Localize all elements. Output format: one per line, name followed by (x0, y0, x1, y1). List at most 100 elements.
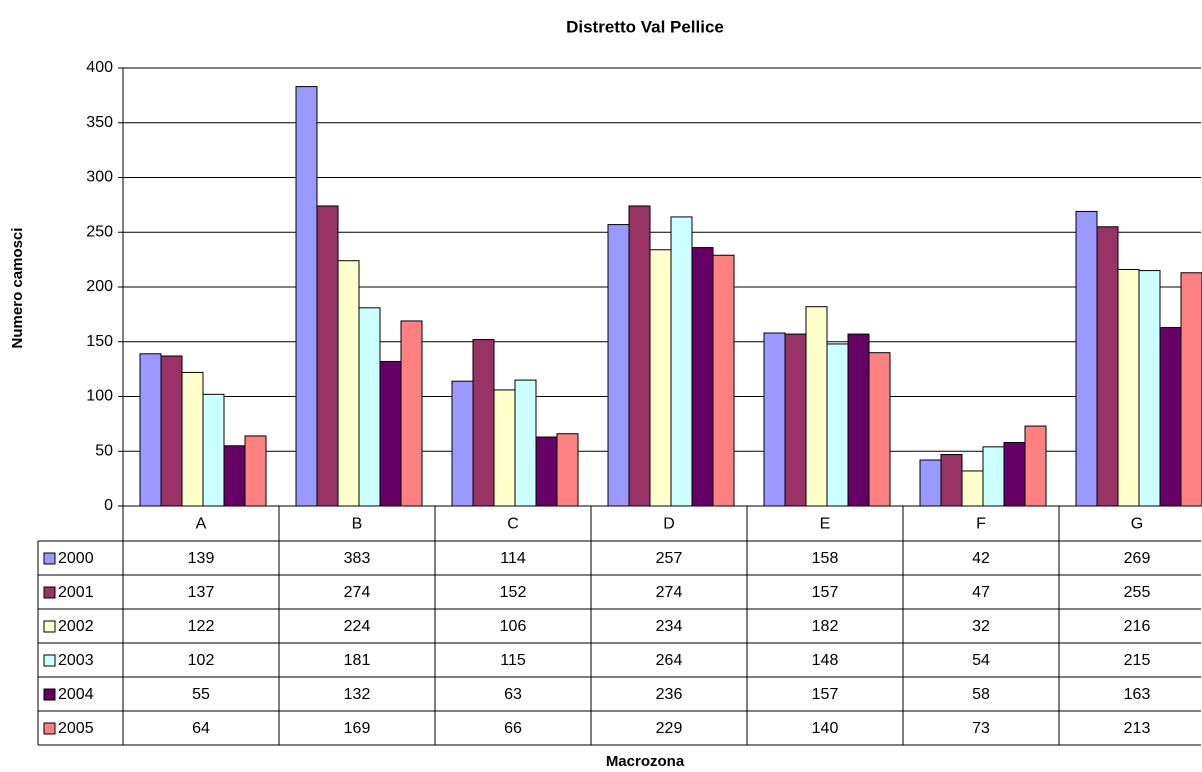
bar (607, 224, 630, 507)
table-value: 42 (972, 550, 990, 567)
y-tick-label: 0 (104, 497, 113, 514)
bar (316, 205, 339, 507)
bar (1075, 210, 1098, 507)
bar (784, 333, 807, 507)
table-value: 383 (344, 550, 371, 567)
table-value: 152 (500, 584, 527, 601)
table-value: 215 (1124, 652, 1151, 669)
legend-label: 2000 (58, 550, 94, 567)
table-value: 73 (972, 720, 990, 737)
x-tick-label: A (196, 516, 207, 533)
bar (223, 445, 246, 507)
legend-label: 2003 (58, 652, 94, 669)
legend-label: 2004 (58, 686, 94, 703)
bar (1117, 268, 1140, 507)
table-value: 54 (972, 652, 990, 669)
bar (982, 446, 1005, 507)
y-tick-label: 150 (86, 333, 113, 350)
table-value: 264 (656, 652, 683, 669)
table-value: 274 (344, 584, 371, 601)
table-value: 229 (656, 720, 683, 737)
bar (1138, 270, 1161, 507)
bar (1180, 272, 1202, 507)
table-value: 269 (1124, 550, 1151, 567)
table-value: 114 (500, 550, 526, 567)
table-value: 148 (812, 652, 839, 669)
table-value: 64 (192, 720, 210, 737)
table-value: 274 (656, 584, 683, 601)
table-value: 213 (1124, 720, 1151, 737)
y-tick-label: 50 (95, 442, 113, 459)
bar (868, 352, 891, 507)
x-axis-label: Macrozona (606, 753, 685, 770)
bar (379, 360, 402, 507)
bar (1096, 226, 1119, 507)
table-value: 55 (192, 686, 210, 703)
bar (1003, 441, 1026, 507)
table-value: 158 (812, 550, 839, 567)
bar (160, 355, 183, 507)
bar (337, 260, 360, 507)
bar (805, 306, 828, 507)
table-value: 115 (500, 652, 526, 669)
legend-key (43, 688, 56, 701)
table-value: 255 (1124, 584, 1151, 601)
y-tick-label: 250 (86, 223, 113, 240)
bar (649, 249, 672, 507)
y-axis-label: Numero camosci (9, 228, 26, 349)
legend-key (43, 654, 56, 667)
bar (295, 86, 318, 507)
bar (493, 389, 516, 507)
bar (358, 307, 381, 507)
bar (919, 459, 942, 507)
table-value: 157 (812, 686, 839, 703)
table-value: 102 (188, 652, 215, 669)
table-value: 137 (188, 584, 215, 601)
y-tick-label: 300 (86, 169, 113, 186)
bar (514, 379, 537, 507)
bar (1159, 327, 1182, 507)
bar (181, 371, 204, 507)
table-value: 224 (344, 618, 371, 635)
chart-title: Distretto Val Pellice (566, 17, 724, 36)
legend-label: 2002 (58, 618, 94, 635)
table-value: 140 (812, 720, 839, 737)
table-value: 257 (656, 550, 683, 567)
legend-label: 2001 (58, 584, 94, 601)
table-value: 66 (504, 720, 522, 737)
table-value: 58 (972, 686, 990, 703)
table-value: 47 (972, 584, 990, 601)
legend-key (43, 620, 56, 633)
bar (202, 393, 225, 507)
x-tick-label: D (663, 516, 675, 533)
y-tick-label: 400 (86, 59, 113, 76)
bar (400, 320, 423, 507)
legend-key (43, 552, 56, 565)
bar (763, 332, 786, 507)
x-tick-label: F (976, 516, 986, 533)
table-value: 216 (1124, 618, 1151, 635)
bar (556, 433, 579, 507)
table-value: 181 (344, 652, 371, 669)
table-value: 132 (344, 686, 371, 703)
bar (961, 470, 984, 507)
bar (712, 254, 735, 507)
table-value: 122 (188, 618, 215, 635)
bar (244, 435, 267, 507)
bar (1024, 425, 1047, 507)
table-value: 236 (656, 686, 683, 703)
bar (628, 205, 651, 507)
bar (826, 343, 849, 507)
table-value: 163 (1124, 686, 1151, 703)
bar (691, 247, 714, 507)
legend-key (43, 722, 56, 735)
table-value: 63 (504, 686, 522, 703)
x-tick-label: B (352, 516, 363, 533)
bar (139, 353, 162, 507)
bar (940, 454, 963, 507)
bar (847, 333, 870, 507)
y-tick-label: 350 (86, 114, 113, 131)
bar (535, 436, 558, 507)
table-value: 157 (812, 584, 839, 601)
